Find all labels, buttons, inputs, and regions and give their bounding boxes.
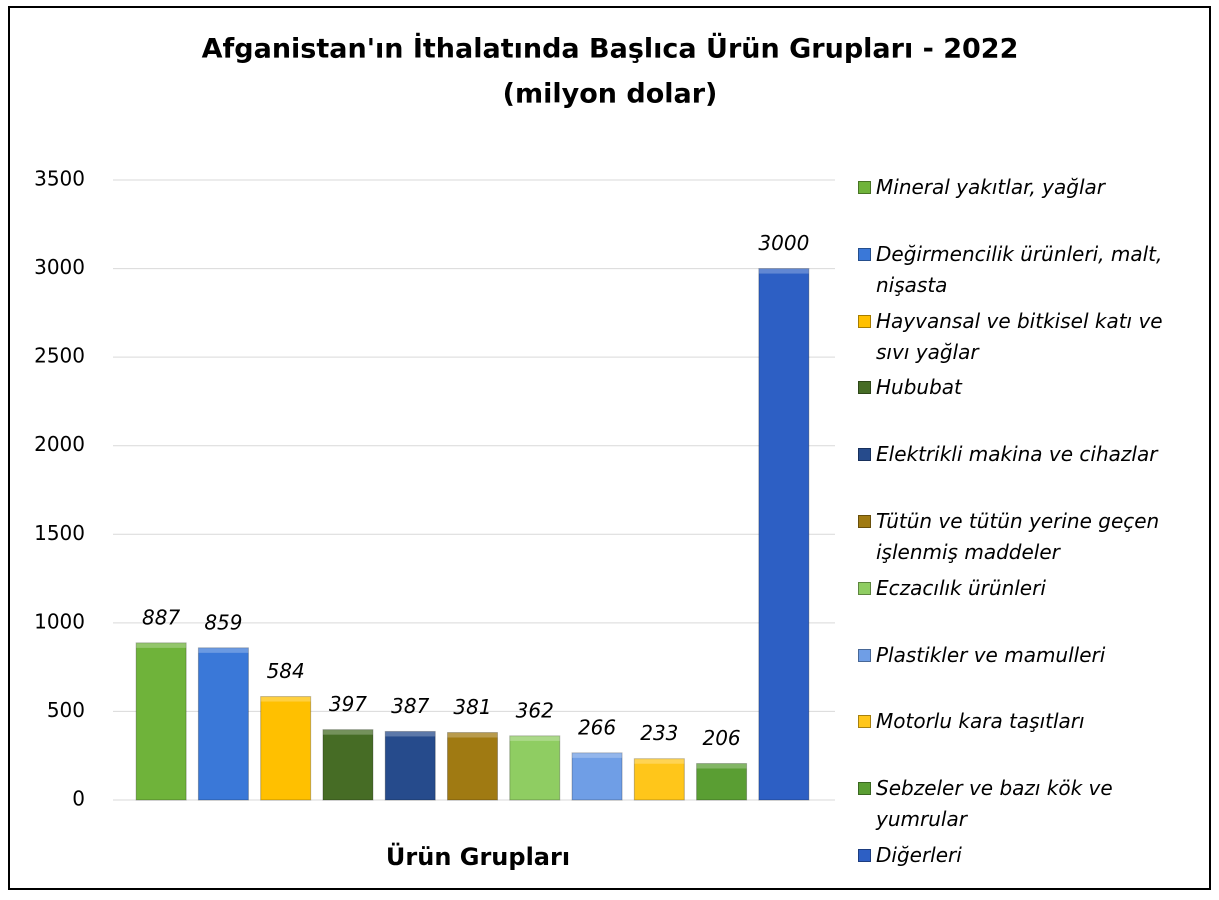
bar	[509, 735, 561, 801]
bar	[758, 268, 810, 801]
bar	[447, 732, 498, 801]
legend-item: Diğerleri	[858, 840, 1178, 871]
legend-label: Motorlu kara taşıtları	[876, 709, 1085, 734]
legend-label: Hububat	[876, 375, 962, 400]
y-tick-label: 3000	[34, 255, 85, 279]
legend-label: Diğerleri	[876, 843, 962, 867]
legend-swatch	[858, 247, 871, 261]
bar	[633, 758, 685, 801]
legend-item: Hububat	[858, 372, 1178, 403]
legend-item: Motorlu kara taşıtları	[858, 706, 1178, 737]
y-tick-label: 2500	[34, 344, 85, 368]
legend-label: Plastikler ve mamulleri	[876, 642, 1106, 667]
bar	[322, 729, 374, 801]
bar	[384, 730, 436, 801]
data-label: 362	[516, 698, 554, 722]
bar	[197, 647, 249, 801]
data-label: 233	[640, 721, 678, 745]
legend-item: Değirmencilik ürünleri, malt, nişasta	[858, 239, 1178, 301]
legend-item: Tütün ve tütün yerine geçen işlenmiş mad…	[858, 506, 1178, 568]
legend-item: Sebzeler ve bazı kök ve yumrular	[858, 773, 1178, 835]
bar	[135, 642, 187, 801]
legend-item: Eczacılık ürünleri	[858, 573, 1178, 604]
y-tick-label: 3500	[34, 167, 85, 191]
y-tick-label: 0	[72, 787, 85, 811]
data-label: 206	[702, 726, 740, 750]
data-label: 387	[391, 694, 429, 718]
legend-swatch	[858, 849, 871, 862]
legend-label: Değirmencilik ürünleri, malt, nişasta	[876, 241, 1163, 297]
data-label: 584	[267, 659, 305, 683]
legend-swatch	[858, 715, 871, 729]
chart-frame	[8, 6, 1211, 890]
chart-subtitle: (milyon dolar)	[503, 79, 718, 110]
legend-label: Mineral yakıtlar, yağlar	[876, 175, 1105, 199]
legend-label: Elektrikli makina ve cihazlar	[876, 442, 1158, 467]
y-tick-label: 1000	[34, 609, 85, 633]
data-label: 397	[329, 692, 367, 716]
x-axis-label: Ürün Grupları	[386, 841, 570, 871]
legend-item: Plastikler ve mamulleri	[858, 640, 1178, 671]
chart-title: Afganistan'ın İthalatında Başlıca Ürün G…	[202, 32, 1019, 65]
legend-item: Hayvansal ve bitkisel katı ve sıvı yağla…	[858, 306, 1178, 368]
legend-swatch	[858, 181, 871, 194]
data-label: 887	[142, 605, 180, 629]
legend-swatch	[858, 381, 871, 395]
legend-swatch	[858, 782, 871, 796]
legend-swatch	[858, 515, 871, 528]
legend-label: Eczacılık ürünleri	[876, 575, 1046, 600]
bar	[260, 696, 312, 801]
data-label: 3000	[758, 231, 809, 255]
legend-swatch	[858, 448, 871, 462]
legend-swatch	[858, 581, 871, 595]
legend-swatch	[858, 648, 871, 662]
legend-item: Elektrikli makina ve cihazlar	[858, 439, 1178, 470]
y-tick-label: 500	[47, 698, 85, 722]
data-label: 266	[578, 715, 616, 739]
legend-swatch	[858, 314, 871, 328]
legend-label: Hayvansal ve bitkisel katı ve sıvı yağla…	[876, 308, 1163, 364]
legend-label: Sebzeler ve bazı kök ve yumrular	[876, 776, 1113, 832]
bar	[571, 752, 623, 801]
bar	[696, 763, 748, 801]
legend-item: Mineral yakıtlar, yağlar	[858, 172, 1178, 203]
data-label: 381	[453, 695, 491, 719]
data-label: 859	[204, 610, 242, 634]
y-tick-label: 2000	[34, 432, 85, 456]
legend-label: Tütün ve tütün yerine geçen işlenmiş mad…	[876, 509, 1160, 564]
y-tick-label: 1500	[34, 521, 85, 545]
